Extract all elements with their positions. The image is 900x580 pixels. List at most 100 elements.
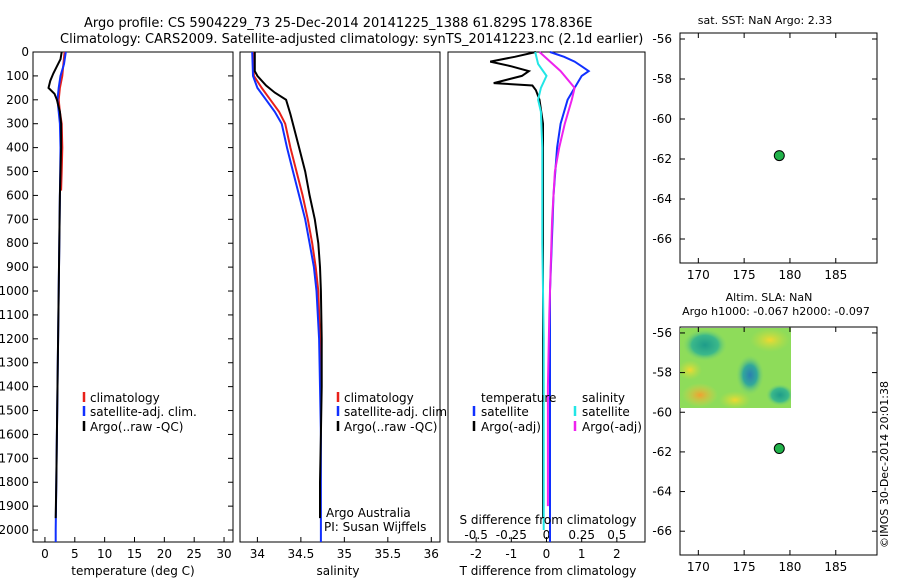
depth-tick-label: 1400 bbox=[0, 380, 29, 394]
lat-tick-label: -64 bbox=[652, 485, 672, 499]
lat-tick-label: -64 bbox=[652, 192, 672, 206]
salinity-tick-label: 35.5 bbox=[374, 547, 401, 561]
depth-tick-label: 800 bbox=[6, 236, 29, 250]
salinity-axis-ticks: 34 34.5 35 35.5 36 bbox=[250, 537, 439, 561]
lat-tick-label: -62 bbox=[652, 152, 672, 166]
depth-tick-label: 100 bbox=[6, 69, 29, 83]
legend-satellite-label: satellite-adj. clim. bbox=[344, 405, 451, 419]
lon-tick-label: 180 bbox=[779, 560, 802, 574]
legend-t-satellite-label: satellite bbox=[481, 405, 529, 419]
lon-tick-label: 185 bbox=[824, 560, 847, 574]
s-difference-axis-ticks: -0.5 -0.25 0 0.25 0.5 bbox=[464, 528, 626, 542]
temperature-legend: climatology satellite-adj. clim. Argo(..… bbox=[82, 391, 197, 434]
lat-tick-label: -58 bbox=[652, 72, 672, 86]
sst-map-frame bbox=[679, 32, 878, 264]
salinity-profiles bbox=[251, 51, 323, 542]
lat-tick-label: -60 bbox=[652, 405, 672, 419]
legend-satellite-label: satellite-adj. clim. bbox=[90, 405, 197, 419]
series-line-argo-raw-qc- bbox=[253, 52, 323, 519]
depth-tick-label: 1600 bbox=[0, 427, 29, 441]
temperature-panel: 0100200300400500600700800900100011001200… bbox=[0, 45, 234, 578]
difference-legend: temperature satellite Argo(-adj) salinit… bbox=[472, 391, 642, 434]
depth-tick-label: 1800 bbox=[0, 475, 29, 489]
legend-climatology-label: climatology bbox=[90, 391, 160, 405]
lat-tick-label: -58 bbox=[652, 366, 672, 380]
temperature-tick-label: 0 bbox=[41, 547, 49, 561]
sla-map-panel: Altim. SLA: NaN Argo h1000: -0.067 h2000… bbox=[652, 291, 878, 574]
legend-temperature-title: temperature bbox=[481, 391, 556, 405]
legend-s-argo-label: Argo(-adj) bbox=[582, 420, 642, 434]
depth-tick-label: 1200 bbox=[0, 332, 29, 346]
argo-location-marker bbox=[773, 150, 785, 162]
sla-map-title-1: Altim. SLA: NaN bbox=[726, 291, 813, 304]
temperature-axis-ticks: 0 5 10 15 20 25 30 bbox=[41, 537, 232, 561]
s-diff-tick-label: 0 bbox=[543, 528, 551, 542]
lat-tick-label: -62 bbox=[652, 445, 672, 459]
lat-tick-label: -66 bbox=[652, 232, 672, 246]
sla-field-blob bbox=[680, 360, 702, 380]
temperature-tick-label: 5 bbox=[71, 547, 79, 561]
sla-field-blob bbox=[736, 355, 764, 395]
salinity-tick-label: 35 bbox=[337, 547, 352, 561]
sla-field-blob bbox=[766, 384, 791, 406]
lat-tick-label: -56 bbox=[652, 326, 672, 340]
s-diff-tick-label: -0.5 bbox=[464, 528, 487, 542]
lat-tick-label: -60 bbox=[652, 112, 672, 126]
t-difference-xlabel: T difference from climatology bbox=[459, 564, 637, 578]
temperature-xlabel: temperature (deg C) bbox=[71, 564, 194, 578]
pi-annotation: PI: Susan Wijffels bbox=[324, 520, 426, 534]
sst-lon-ticks: 170 175 180 185 bbox=[687, 33, 847, 282]
temperature-profiles bbox=[47, 51, 67, 542]
depth-tick-label: 300 bbox=[6, 117, 29, 131]
sla-field-blob bbox=[719, 391, 751, 408]
temperature-tick-label: 25 bbox=[187, 547, 202, 561]
legend-salinity-title: salinity bbox=[582, 391, 625, 405]
temperature-tick-label: 15 bbox=[127, 547, 142, 561]
legend-climatology-label: climatology bbox=[344, 391, 414, 405]
salinity-tick-label: 34.5 bbox=[288, 547, 315, 561]
sst-lat-ticks: -56 -58 -60 -62 -64 -66 bbox=[652, 32, 877, 246]
t-difference-axis-ticks: -2 -1 0 1 2 bbox=[470, 537, 621, 561]
depth-tick-label: 600 bbox=[6, 188, 29, 202]
depth-axis-ticks: 0 100 200 300 400 500 600 700 800 900 1000 1100 1200… bbox=[0, 45, 233, 537]
sla-field-blob bbox=[750, 328, 790, 352]
legend-argo-label: Argo(..raw -QC) bbox=[90, 420, 183, 434]
s-diff-tick-label: 0.5 bbox=[607, 528, 626, 542]
difference-panel: -2 -1 0 1 2 -0.5 -0.25 0 0.25 0.5 S difference f… bbox=[447, 51, 646, 578]
temperature-tick-label: 10 bbox=[97, 547, 112, 561]
argo-location-marker bbox=[773, 443, 785, 455]
sst-map-marks bbox=[773, 150, 785, 162]
header-line-1: Argo profile: CS 5904229_73 25-Dec-2014 … bbox=[84, 16, 592, 31]
t-diff-tick-label: 1 bbox=[578, 547, 586, 561]
depth-tick-label: 2000 bbox=[0, 523, 29, 537]
s-difference-xlabel: S difference from climatology bbox=[460, 513, 637, 527]
lat-tick-label: -66 bbox=[652, 524, 672, 538]
legend-argo-label: Argo(..raw -QC) bbox=[344, 420, 437, 434]
depth-tick-label: 1500 bbox=[0, 404, 29, 418]
series-line-satellite-adj-clim- bbox=[251, 51, 322, 542]
salinity-xlabel: salinity bbox=[316, 564, 359, 578]
salinity-panel: 34 34.5 35 35.5 36 salinity climatology sate… bbox=[239, 51, 451, 578]
argo-australia-annotation: Argo Australia bbox=[326, 506, 411, 520]
lon-tick-label: 170 bbox=[687, 268, 710, 282]
temperature-tick-label: 30 bbox=[216, 547, 231, 561]
legend-s-satellite-label: satellite bbox=[582, 405, 630, 419]
depth-tick-label: 200 bbox=[6, 93, 29, 107]
salinity-legend: climatology satellite-adj. clim. Argo(..… bbox=[336, 391, 451, 434]
difference-profiles bbox=[489, 51, 591, 542]
temperature-axes-frame bbox=[32, 51, 234, 543]
sla-map-title-2: Argo h1000: -0.067 h2000: -0.097 bbox=[682, 305, 870, 318]
series-line-s-argo-adj- bbox=[538, 51, 576, 507]
lat-tick-label: -56 bbox=[652, 32, 672, 46]
depth-tick-label: 1900 bbox=[0, 499, 29, 513]
sst-map-panel: sat. SST: NaN Argo: 2.33 170 175 180 185 -5… bbox=[652, 14, 878, 282]
depth-tick-label: 1100 bbox=[0, 308, 29, 322]
lon-tick-label: 185 bbox=[824, 268, 847, 282]
lon-tick-label: 175 bbox=[733, 560, 756, 574]
series-line-climatology bbox=[252, 51, 322, 387]
t-diff-tick-label: -1 bbox=[505, 547, 517, 561]
header-line-2: Climatology: CARS2009. Satellite-adjuste… bbox=[60, 32, 643, 47]
depth-tick-label: 1300 bbox=[0, 356, 29, 370]
salinity-tick-label: 34 bbox=[250, 547, 265, 561]
